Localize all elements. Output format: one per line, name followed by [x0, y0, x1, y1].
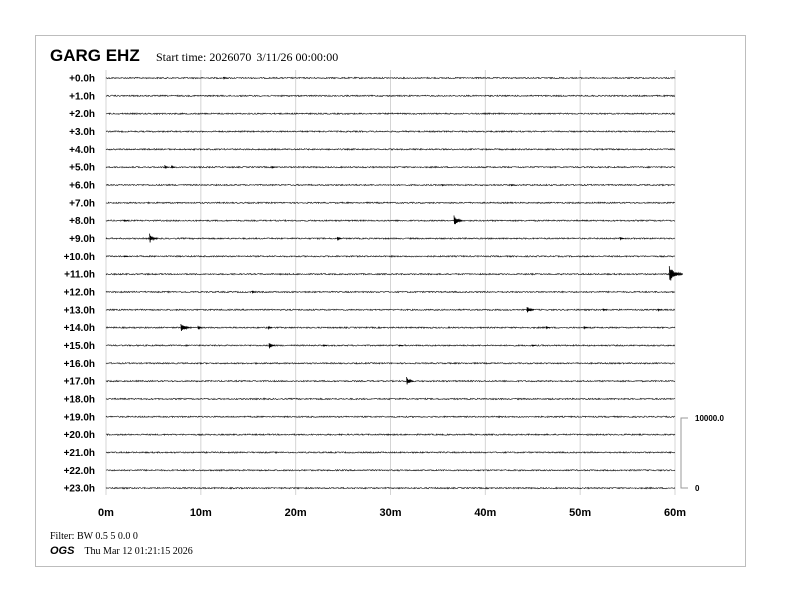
trace-row [105, 433, 676, 437]
start-label: Start time: 2026070 [156, 50, 252, 64]
row-label: +21.0h [64, 448, 95, 459]
filter-info: Filter: BW 0.5 5 0.0 0 [50, 531, 138, 542]
row-label: +23.0h [64, 484, 95, 495]
generated-time: Thu Mar 12 01:21:15 2026 [84, 546, 193, 557]
seismic-event [197, 325, 203, 330]
trace-row [105, 219, 676, 223]
seismic-event [602, 308, 608, 312]
seismic-event [223, 76, 228, 80]
seismic-event [171, 165, 176, 169]
seismic-event [267, 325, 273, 331]
row-label: +0.0h [69, 74, 95, 85]
row-label: +10.0h [64, 252, 95, 263]
row-label: +16.0h [64, 359, 95, 370]
row-label: +6.0h [69, 180, 95, 191]
row-label: +13.0h [64, 305, 95, 316]
seismic-event [406, 377, 414, 385]
footer-meta: OGS Thu Mar 12 01:21:15 2026 [50, 545, 193, 557]
row-label: +17.0h [64, 377, 95, 388]
seismic-event [149, 233, 157, 243]
trace-row [105, 361, 676, 365]
start-time: Start time: 2026070 3/11/26 00:00:00 [156, 50, 343, 65]
station-title: GARG EHZ [50, 46, 140, 65]
row-label: +1.0h [69, 91, 95, 102]
x-tick-label: 30m [379, 507, 401, 519]
seismic-event [123, 255, 129, 258]
seismic-event [398, 344, 404, 347]
row-label: +15.0h [64, 341, 95, 352]
start-date: 3/11/26 00:00:00 [256, 50, 339, 64]
seismic-event [123, 219, 129, 223]
seismic-event [657, 308, 663, 312]
row-label: +9.0h [69, 234, 95, 245]
trace-row [105, 94, 675, 98]
trace-row [105, 308, 676, 312]
trace-row [105, 254, 676, 258]
row-label: +7.0h [69, 198, 95, 209]
amplitude-scale-bar [680, 417, 688, 489]
trace-row [105, 129, 676, 133]
trace-row [105, 397, 676, 401]
row-label: +14.0h [64, 323, 95, 334]
trace-row [105, 272, 676, 276]
row-label: +22.0h [64, 466, 95, 477]
trace-row [105, 450, 675, 454]
trace-row [105, 379, 676, 383]
x-tick-label: 50m [569, 507, 591, 519]
seismic-event [583, 326, 588, 330]
seismic-event [668, 266, 684, 281]
row-label: +3.0h [69, 127, 95, 138]
scale-top-label: 10000.0 [695, 414, 724, 423]
x-tick-label: 40m [474, 507, 496, 519]
row-label: +12.0h [64, 287, 95, 298]
x-tick-label: 0m [98, 507, 114, 519]
row-label: +18.0h [64, 394, 95, 405]
x-tick-label: 20m [285, 507, 307, 519]
seismic-event [336, 236, 342, 241]
scale-bottom-label: 0 [695, 484, 700, 493]
seismic-event [526, 307, 535, 313]
trace-row [105, 343, 676, 347]
seismic-event [453, 215, 463, 225]
seismic-event [268, 343, 275, 349]
seismic-event [164, 165, 169, 169]
trace-row [105, 201, 676, 205]
plot-frame [35, 35, 746, 567]
trace-row [105, 147, 676, 151]
trace-row [105, 183, 676, 187]
trace-row [105, 468, 676, 472]
row-label: +5.0h [69, 163, 95, 174]
trace-row [105, 112, 676, 116]
row-label: +20.0h [64, 430, 95, 441]
seismic-event [251, 290, 257, 294]
row-label: +4.0h [69, 145, 95, 156]
seismic-event [322, 344, 328, 347]
trace-row [105, 486, 676, 490]
x-tick-label: 10m [190, 507, 212, 519]
row-label: +19.0h [64, 412, 95, 423]
seismic-event [619, 236, 625, 241]
x-tick-label: 60m [664, 507, 686, 519]
seismic-event [180, 323, 190, 331]
row-label: +11.0h [64, 270, 95, 281]
trace-row [105, 165, 676, 169]
row-label: +2.0h [69, 109, 95, 120]
row-label: +8.0h [69, 216, 95, 227]
trace-row [105, 415, 676, 419]
trace-row [105, 76, 676, 80]
trace-row [105, 290, 676, 294]
seismic-event [545, 325, 551, 330]
trace-row [105, 236, 676, 241]
seismic-event [510, 183, 515, 187]
seismic-event [441, 183, 446, 187]
seismic-event [531, 344, 536, 347]
seismic-event [271, 166, 276, 169]
org-label: OGS [50, 545, 75, 557]
